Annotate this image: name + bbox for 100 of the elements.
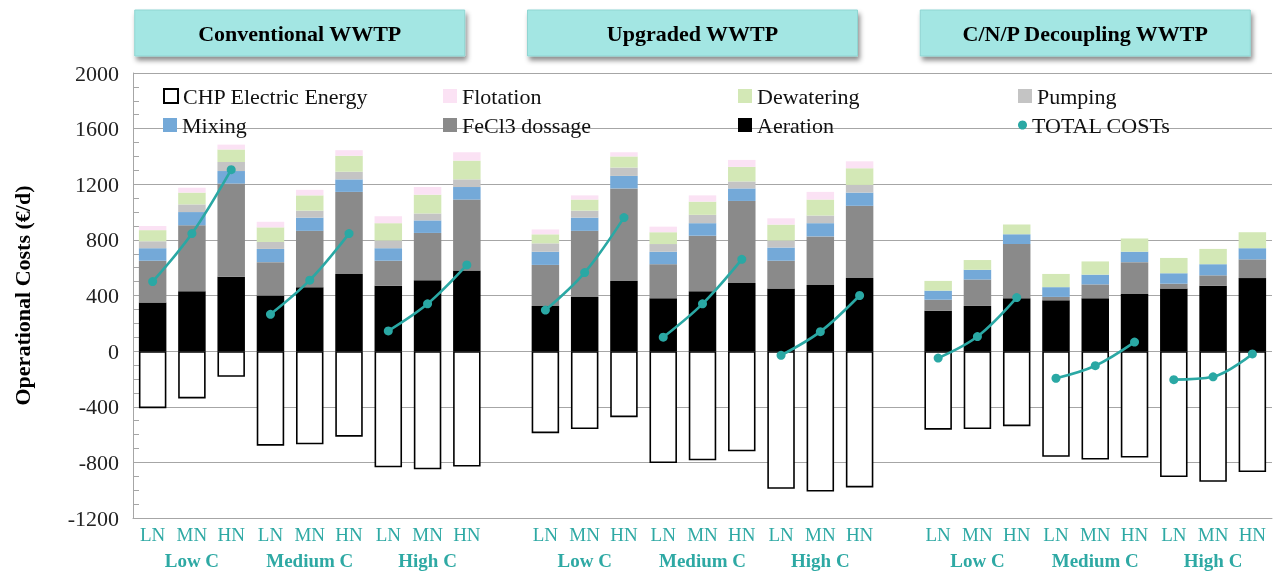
bar — [178, 187, 206, 193]
bar — [767, 260, 795, 289]
point — [815, 327, 825, 337]
point — [1012, 293, 1022, 303]
bar — [728, 159, 756, 167]
point — [1247, 349, 1257, 359]
bar — [767, 224, 795, 241]
y-tick-label: 1200 — [75, 171, 119, 197]
bar — [728, 188, 756, 201]
x-tick-label: MN — [805, 524, 836, 545]
x-tick-label: LN — [375, 524, 402, 545]
text: C/N/P Decoupling WWTP — [962, 20, 1208, 46]
bar — [649, 226, 677, 233]
bar — [138, 241, 167, 249]
bar — [531, 243, 560, 252]
bar — [570, 195, 599, 200]
bar — [767, 240, 795, 248]
y-tick-label: 1600 — [75, 116, 119, 142]
text: High C — [398, 549, 457, 571]
text: High C — [1183, 549, 1243, 571]
bar — [413, 213, 442, 221]
bar — [1081, 284, 1110, 299]
bar — [1199, 275, 1227, 286]
text: Medium C — [1051, 549, 1139, 571]
bar — [1002, 234, 1031, 245]
bar — [335, 150, 363, 156]
x-tick-label: LN — [925, 524, 952, 545]
bar — [256, 248, 285, 263]
x-tick-label: LN — [1043, 524, 1069, 545]
x-tick-label: LN — [768, 524, 794, 545]
x-tick-label: MN — [294, 524, 326, 545]
bar — [217, 149, 245, 162]
bar — [1238, 259, 1267, 279]
x-tick-label: LN — [650, 524, 677, 545]
bar — [1199, 264, 1227, 276]
bar — [1120, 262, 1149, 295]
point — [344, 229, 354, 239]
legend-label: Flotation — [462, 83, 542, 109]
point — [1051, 373, 1061, 383]
bar — [531, 229, 560, 235]
bar — [767, 247, 795, 261]
bar — [453, 179, 481, 188]
text: High C — [791, 549, 850, 571]
point — [972, 332, 982, 342]
bar — [1160, 257, 1188, 274]
bar — [1042, 273, 1070, 288]
text: Medium C — [658, 549, 747, 571]
bar — [610, 152, 638, 157]
bar — [963, 260, 992, 270]
bar — [256, 262, 285, 296]
x-tick-label: LN — [1161, 524, 1187, 545]
point — [226, 165, 236, 175]
bar — [453, 199, 481, 271]
bar — [1042, 287, 1070, 297]
x-tick-label: LN — [257, 524, 284, 545]
bar — [138, 248, 167, 261]
y-tick-label: 400 — [86, 283, 119, 308]
bar — [335, 155, 363, 172]
legend-label: TOTAL COSTs — [1032, 112, 1170, 138]
bar — [1081, 261, 1110, 275]
bar — [728, 181, 756, 189]
legend-label: FeCl3 dossage — [462, 112, 591, 138]
bar — [1081, 274, 1110, 285]
x-tick-label: MN — [962, 524, 994, 545]
point — [148, 277, 158, 287]
text: Medium C — [266, 549, 354, 571]
point — [540, 305, 550, 315]
point — [737, 254, 747, 264]
bar — [688, 223, 717, 236]
bar — [845, 184, 874, 193]
point — [187, 229, 197, 239]
bar — [688, 235, 717, 292]
x-tick-label: MN — [412, 524, 444, 545]
x-tick-label: MN — [1079, 524, 1111, 545]
x-tick-label: HN — [1238, 524, 1267, 545]
x-tick-label: HN — [610, 524, 638, 545]
point — [698, 299, 707, 309]
bar — [413, 232, 442, 281]
point — [1169, 375, 1179, 385]
bar — [453, 152, 481, 161]
bar — [924, 290, 952, 300]
bar — [374, 260, 403, 286]
text: Low C — [557, 549, 612, 571]
x-tick-label: HN — [728, 524, 756, 545]
bar — [374, 223, 403, 241]
bar — [1238, 248, 1267, 260]
bar — [374, 240, 403, 249]
text: Upgraded WWTP — [606, 20, 779, 46]
bar — [1238, 232, 1267, 249]
point — [423, 299, 433, 309]
text: Low C — [164, 549, 220, 571]
point — [776, 350, 786, 360]
bar — [413, 220, 442, 233]
bar — [570, 217, 599, 231]
bar — [453, 187, 481, 200]
bar — [570, 199, 599, 211]
x-tick-label: HN — [1120, 524, 1149, 545]
x-tick-label: MN — [1197, 524, 1229, 545]
bar — [138, 225, 167, 231]
bar — [374, 248, 403, 261]
